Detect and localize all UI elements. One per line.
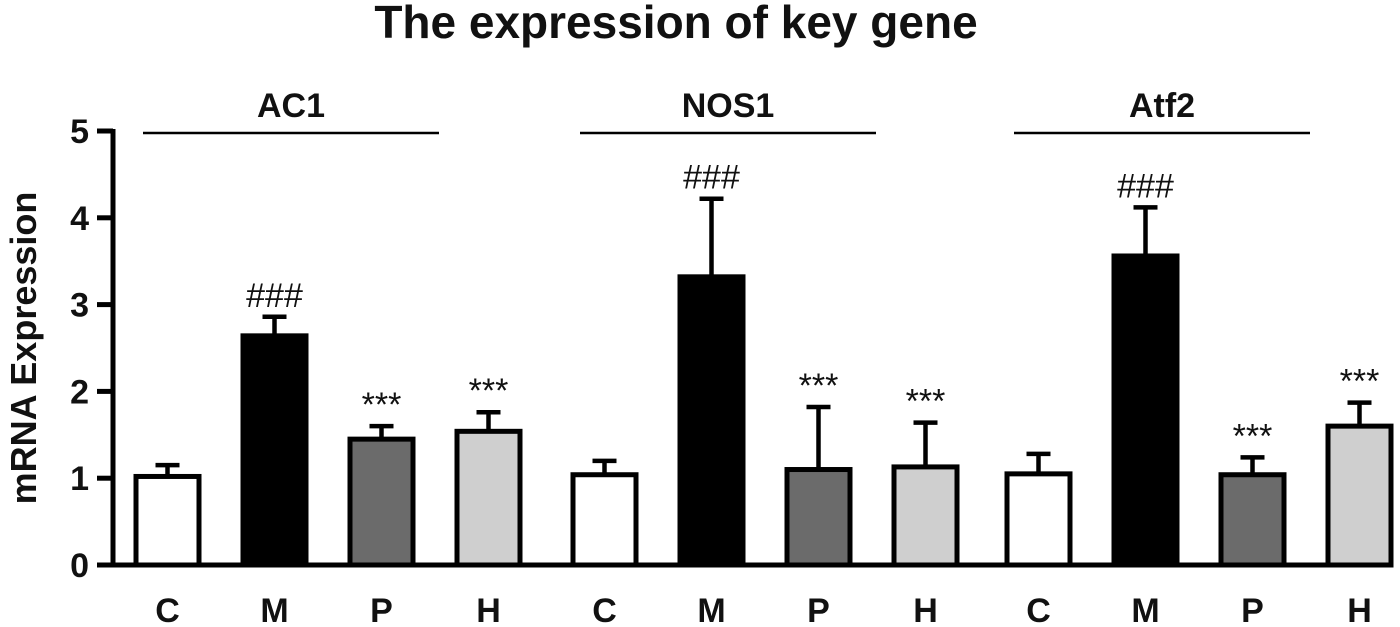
significance-label: *** [469,372,509,410]
bar-group-atf2: Atf2 C ### M *** P *** H [1004,87,1394,627]
significance-label: *** [799,367,839,405]
bar-ac1-c [133,473,202,568]
significance-label: ### [683,159,740,197]
bar-nos1-m [677,274,746,568]
group-label: NOS1 [682,87,775,125]
y-axis-label: mRNA Expression [3,192,44,505]
bar-atf2-m [1111,253,1180,568]
y-tick-label: 4 [70,200,89,238]
x-tick-label: H [476,592,501,627]
significance-label: *** [362,386,402,424]
x-tick-label: H [1347,592,1372,627]
bar-atf2-h [1325,423,1394,568]
chart-title: The expression of key gene [374,0,977,48]
significance-label: ### [246,277,303,315]
bar-ac1-p [347,436,416,568]
x-tick-label: H [913,592,938,627]
x-tick-label: P [1241,592,1264,627]
bar-nos1-h [891,464,960,568]
bar-nos1-p [784,467,853,568]
x-tick-label: P [807,592,830,627]
y-tick-label: 5 [70,113,89,151]
x-tick-label: M [697,592,725,627]
bar-ac1-h [454,428,523,568]
bar-nos1-c [570,472,639,568]
group-label: AC1 [257,87,325,125]
x-tick-label: P [370,592,393,627]
bar-atf2-p [1218,472,1287,568]
bar-atf2-c [1004,471,1073,568]
significance-label: *** [1233,417,1273,455]
x-tick-label: M [260,592,288,627]
group-label: Atf2 [1129,87,1195,125]
bar-groups: AC1 C ### M *** P *** H NOS1 C ### M *** P *** H Atf2 C ##… [133,87,1394,627]
bar-ac1-m [240,333,309,568]
bar-group-ac1: AC1 C ### M *** P *** H [133,87,523,627]
bar-group-nos1: NOS1 C ### M *** P *** H [570,87,960,627]
y-tick-label: 2 [70,373,89,411]
significance-label: *** [1340,363,1380,401]
x-tick-label: C [1026,592,1051,627]
x-tick-label: C [592,592,617,627]
x-tick-label: M [1131,592,1159,627]
y-tick-label: 3 [70,287,89,325]
y-tick-label: 1 [70,460,89,498]
y-tick-label: 0 [70,547,89,585]
x-tick-label: C [155,592,180,627]
significance-label: *** [906,383,946,421]
significance-label: ### [1117,167,1174,205]
